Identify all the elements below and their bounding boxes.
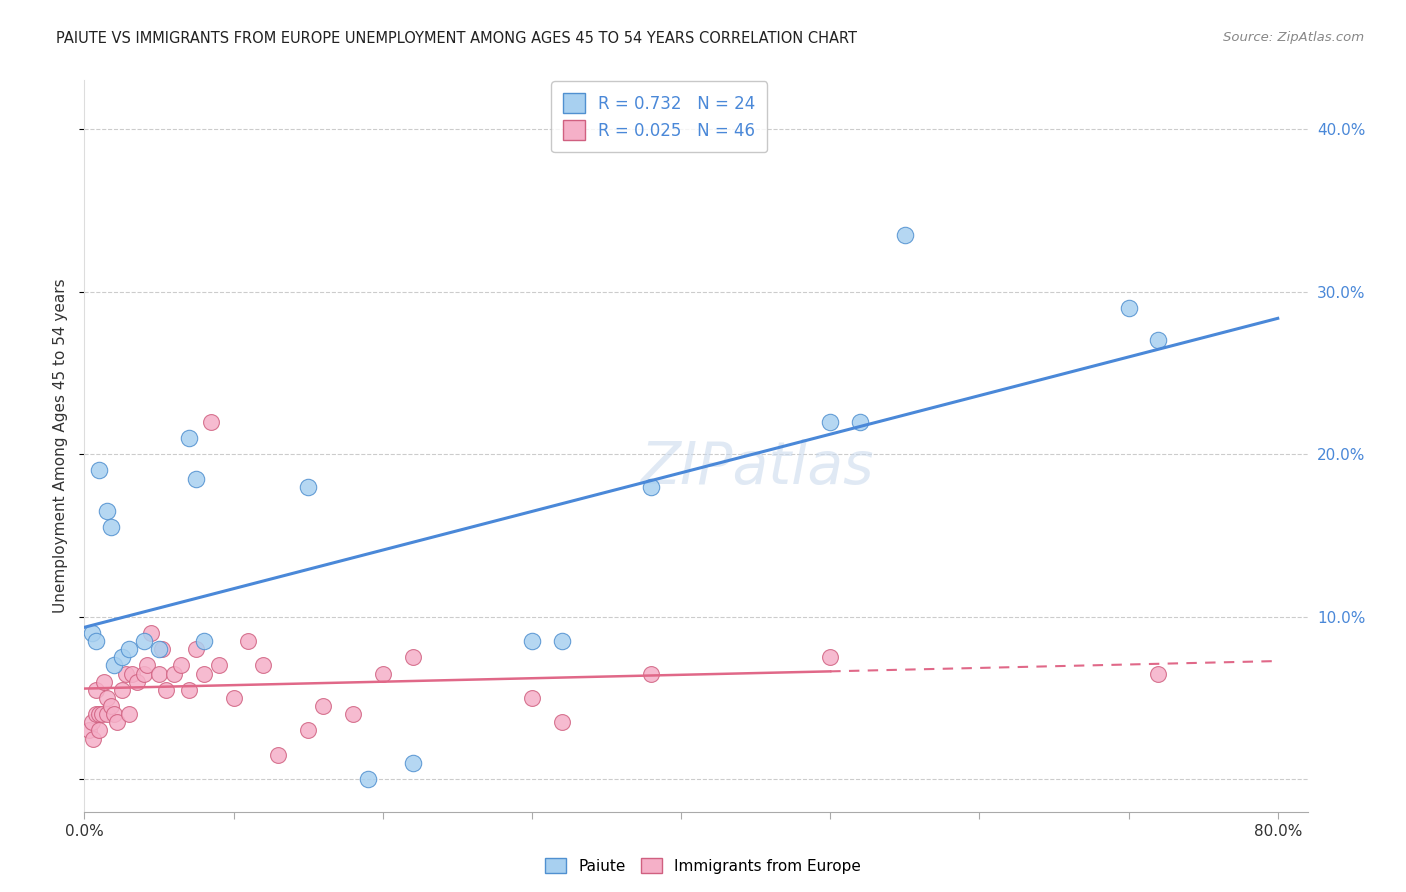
Point — [297, 723, 319, 738]
Legend: Paiute, Immigrants from Europe: Paiute, Immigrants from Europe — [538, 852, 868, 880]
Point — [551, 634, 574, 648]
Point — [93, 674, 115, 689]
Text: ZIPatlas: ZIPatlas — [640, 440, 875, 497]
Point — [91, 707, 114, 722]
Point — [115, 666, 138, 681]
Point — [357, 772, 380, 787]
Point — [132, 666, 155, 681]
Point — [177, 431, 200, 445]
Point — [170, 658, 193, 673]
Point — [401, 650, 423, 665]
Text: PAIUTE VS IMMIGRANTS FROM EUROPE UNEMPLOYMENT AMONG AGES 45 TO 54 YEARS CORRELAT: PAIUTE VS IMMIGRANTS FROM EUROPE UNEMPLO… — [56, 31, 858, 46]
Legend: R = 0.732   N = 24, R = 0.025   N = 46: R = 0.732 N = 24, R = 0.025 N = 46 — [551, 81, 768, 152]
Point — [177, 682, 200, 697]
Point — [132, 634, 155, 648]
Point — [186, 642, 208, 657]
Point — [401, 756, 423, 770]
Point — [89, 707, 111, 722]
Point — [818, 650, 841, 665]
Point — [551, 715, 574, 730]
Point — [849, 415, 872, 429]
Point — [312, 699, 335, 714]
Point — [96, 504, 118, 518]
Point — [100, 520, 122, 534]
Point — [520, 690, 543, 705]
Point — [89, 723, 111, 738]
Point — [84, 634, 107, 648]
Point — [77, 723, 100, 738]
Point — [1147, 666, 1170, 681]
Point — [121, 666, 143, 681]
Point — [125, 674, 148, 689]
Point — [894, 227, 917, 242]
Point — [1118, 301, 1140, 315]
Point — [818, 415, 841, 429]
Point — [150, 642, 173, 657]
Point — [193, 666, 215, 681]
Point — [252, 658, 274, 673]
Point — [136, 658, 159, 673]
Point — [118, 642, 141, 657]
Point — [342, 707, 364, 722]
Point — [89, 463, 111, 477]
Point — [105, 715, 128, 730]
Point — [163, 666, 186, 681]
Point — [640, 666, 662, 681]
Text: Source: ZipAtlas.com: Source: ZipAtlas.com — [1223, 31, 1364, 45]
Point — [103, 707, 125, 722]
Point — [103, 658, 125, 673]
Point — [193, 634, 215, 648]
Point — [238, 634, 260, 648]
Point — [148, 666, 170, 681]
Point — [520, 634, 543, 648]
Point — [267, 747, 290, 762]
Point — [148, 642, 170, 657]
Y-axis label: Unemployment Among Ages 45 to 54 years: Unemployment Among Ages 45 to 54 years — [53, 278, 69, 614]
Point — [118, 707, 141, 722]
Point — [111, 650, 134, 665]
Point — [80, 715, 103, 730]
Point — [96, 690, 118, 705]
Point — [111, 682, 134, 697]
Point — [100, 699, 122, 714]
Point — [155, 682, 177, 697]
Point — [84, 682, 107, 697]
Point — [141, 626, 163, 640]
Point — [222, 690, 245, 705]
Point — [640, 480, 662, 494]
Point — [82, 731, 104, 746]
Point — [207, 658, 229, 673]
Point — [84, 707, 107, 722]
Point — [186, 471, 208, 485]
Point — [80, 626, 103, 640]
Point — [1147, 334, 1170, 348]
Point — [371, 666, 394, 681]
Point — [96, 707, 118, 722]
Point — [200, 415, 222, 429]
Point — [297, 480, 319, 494]
